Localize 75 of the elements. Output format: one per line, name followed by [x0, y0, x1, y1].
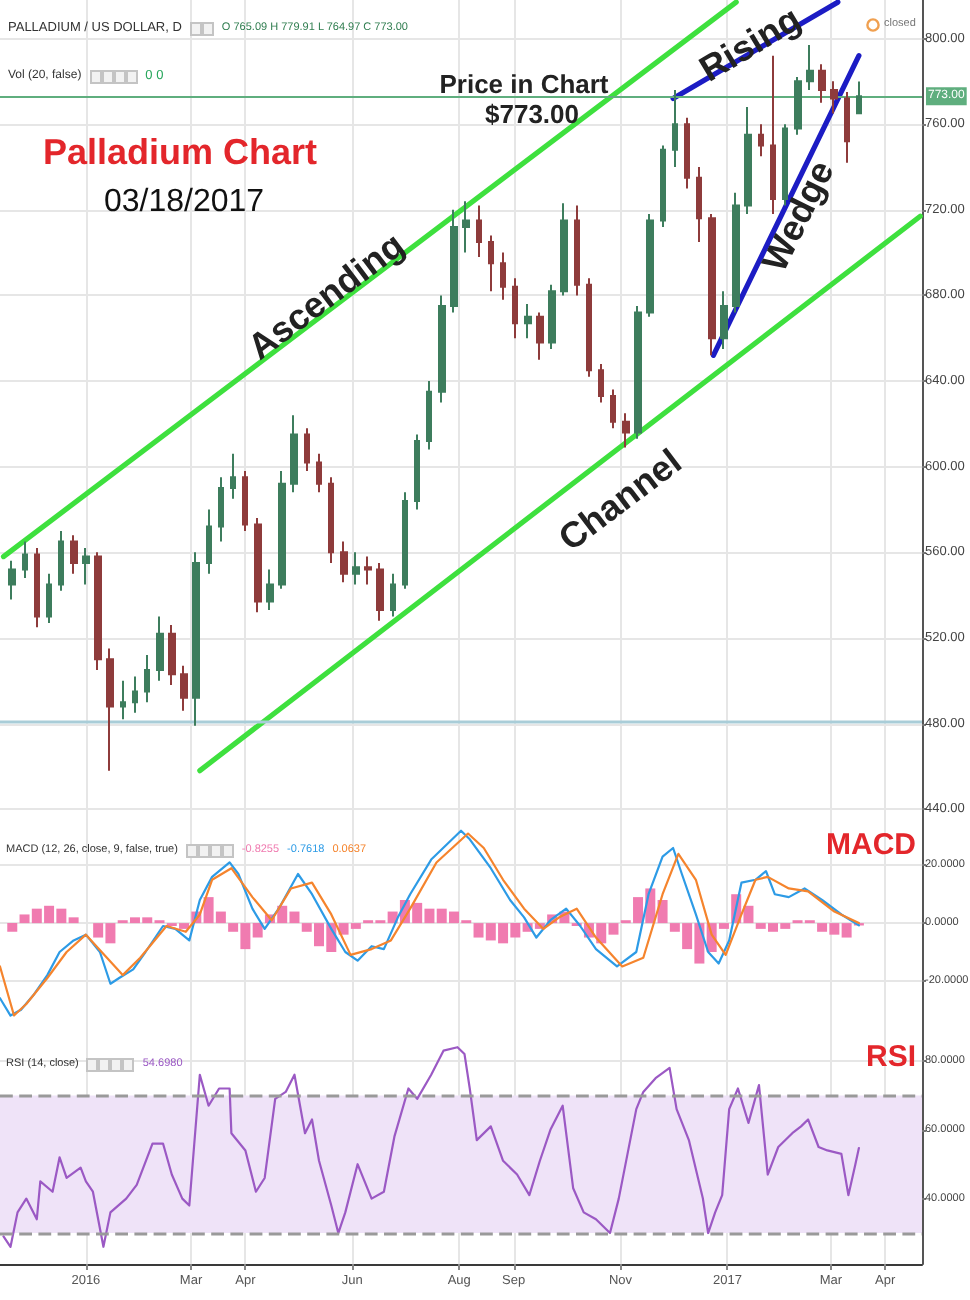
candlestick [610, 388, 616, 430]
text: Palladium Chart [42, 132, 318, 172]
candlestick [316, 452, 322, 494]
candlestick [328, 476, 334, 564]
chart-title: RSI [865, 1040, 916, 1074]
candlestick [560, 202, 568, 297]
text: 03/18/2017 [103, 185, 265, 219]
candlestick [180, 664, 188, 712]
candlestick [462, 200, 470, 254]
candlestick [70, 534, 78, 575]
candlestick [58, 529, 64, 592]
candlestick [720, 290, 728, 350]
candlestick [488, 234, 494, 293]
candlestick [34, 547, 40, 629]
candlestick [168, 624, 176, 686]
candlestick [856, 80, 862, 115]
candlestick [192, 551, 200, 727]
candlestick [598, 362, 604, 404]
candlestick [426, 380, 432, 451]
candlestick [414, 433, 420, 511]
candlestick [732, 191, 740, 314]
line-series [2, 1046, 860, 1248]
candlestick [46, 572, 52, 624]
candlestick [144, 654, 150, 704]
candlestick [844, 91, 850, 164]
candlestick [242, 469, 248, 532]
candlestick [364, 555, 372, 586]
candlestick [830, 80, 838, 115]
candlestick [376, 561, 384, 622]
candlestick [660, 144, 666, 228]
candlestick [634, 305, 642, 440]
candlestick [266, 568, 274, 612]
candlestick [254, 517, 262, 614]
candlestick [708, 213, 716, 357]
candlestick [82, 547, 90, 586]
candlestick [132, 675, 138, 714]
chart-title: MACD [826, 828, 917, 862]
candlestick [230, 452, 236, 500]
candlestick [390, 572, 396, 618]
candlestick [646, 213, 654, 318]
candlestick [304, 427, 310, 472]
candlestick [450, 208, 458, 314]
candlestick [156, 615, 164, 682]
candlestick [94, 551, 102, 672]
candlestick [586, 277, 592, 378]
candlestick [120, 679, 126, 721]
candlestick [278, 469, 286, 590]
candlestick [438, 294, 446, 404]
annotation: $773.00 [485, 99, 579, 129]
candlestick [536, 311, 544, 361]
candlestick [574, 204, 580, 297]
candlestick [340, 540, 348, 584]
candlestick [524, 302, 532, 340]
candlestick [818, 63, 826, 104]
candlestick [744, 106, 752, 216]
candlestick [512, 277, 518, 340]
candlestick [218, 476, 224, 543]
candlestick [8, 559, 16, 601]
candlestick [22, 540, 28, 579]
candlestick [548, 283, 556, 350]
candlestick [206, 508, 212, 575]
candlestick [106, 647, 114, 772]
candlestick [352, 551, 360, 586]
candlestick [684, 116, 690, 190]
candlestick [500, 251, 506, 301]
annotation: Price in Chart [439, 69, 610, 99]
candlestick [402, 491, 408, 590]
candlestick [672, 88, 678, 168]
candlestick [476, 204, 482, 258]
candlestick [806, 43, 814, 91]
candlestick [290, 414, 298, 494]
candlestick [622, 412, 630, 449]
candlestick [758, 123, 764, 158]
candlestick [696, 165, 702, 243]
bar [7, 923, 18, 932]
